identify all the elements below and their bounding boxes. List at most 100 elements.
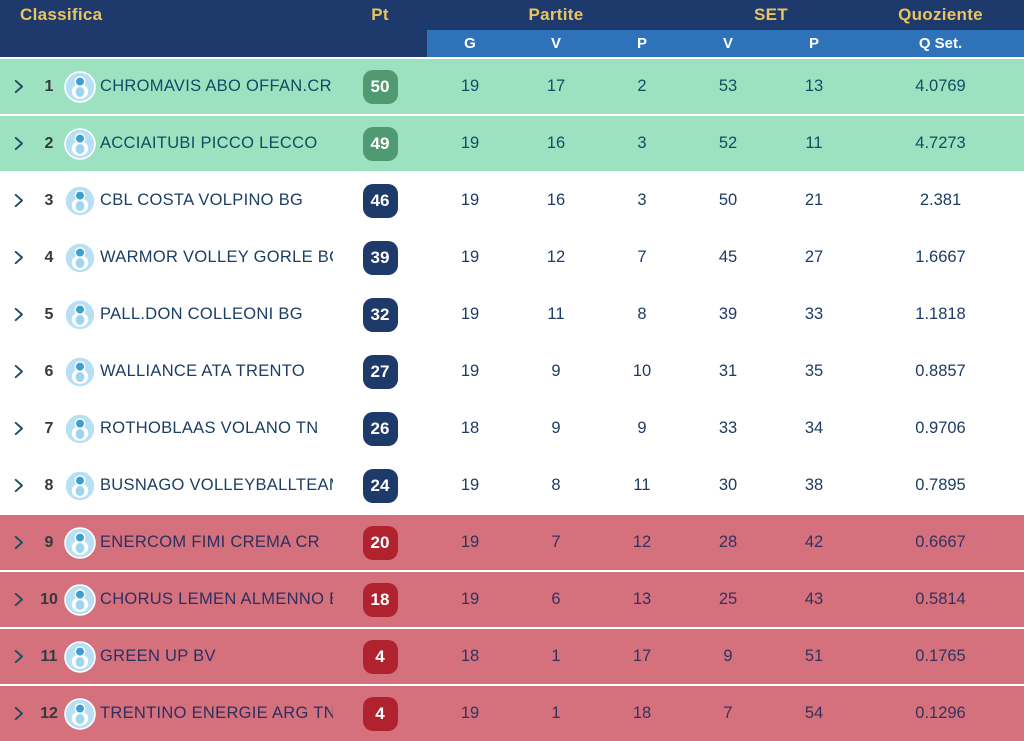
stat-sets-lost: 13: [804, 77, 824, 95]
col-header-set: SET: [754, 5, 788, 24]
stat-set-quotient: 4.0769: [915, 77, 966, 95]
table-row[interactable]: 10 CHORUS LEMEN ALMENNO BG 18 19 6 13 25…: [0, 572, 1024, 627]
stat-games-played: 19: [460, 362, 480, 380]
team-logo-icon: [62, 697, 100, 730]
stat-set-quotient: 0.6667: [915, 533, 966, 551]
rank-number: 6: [44, 362, 54, 380]
stat-sets-won: 31: [718, 362, 738, 380]
table-row[interactable]: 6 WALLIANCE ATA TRENTO 27 19 9 10 31 35 …: [0, 344, 1024, 399]
rank-number: 11: [40, 647, 58, 665]
expand-chevron-icon[interactable]: [0, 534, 36, 551]
stat-sets-lost: 11: [805, 134, 823, 152]
stat-sets-lost: 21: [804, 191, 824, 209]
rank-number: 2: [44, 134, 54, 152]
standings-rows: 1 CHROMAVIS ABO OFFAN.CR 50 19 17 2 53 1…: [0, 59, 1024, 741]
stat-matches-lost: 3: [637, 191, 647, 209]
stat-sets-lost: 38: [804, 476, 824, 494]
table-row[interactable]: 3 CBL COSTA VOLPINO BG 46 19 16 3 50 21 …: [0, 173, 1024, 228]
points-badge: 20: [362, 525, 398, 560]
table-row[interactable]: 8 BUSNAGO VOLLEYBALLTEAM 24 19 8 11 30 3…: [0, 458, 1024, 513]
stat-games-played: 19: [460, 77, 480, 95]
stat-sets-won: 45: [718, 248, 738, 266]
col-header-pt: Pt: [371, 5, 389, 24]
table-row[interactable]: 12 TRENTINO ENERGIE ARG TN 4 19 1 18 7 5…: [0, 686, 1024, 741]
table-row[interactable]: 5 PALL.DON COLLEONI BG 32 19 11 8 39 33 …: [0, 287, 1024, 342]
stat-set-quotient: 2.381: [919, 191, 962, 209]
stat-sets-lost: 27: [804, 248, 824, 266]
expand-chevron-icon[interactable]: [0, 306, 36, 323]
team-logo-icon: [62, 298, 100, 331]
table-row[interactable]: 9 ENERCOM FIMI CREMA CR 20 19 7 12 28 42…: [0, 515, 1024, 570]
expand-chevron-icon[interactable]: [0, 591, 36, 608]
stat-sets-lost: 35: [804, 362, 824, 380]
table-header-groups: Classifica Pt Partite SET Quoziente: [0, 0, 1024, 30]
stat-set-quotient: 1.1818: [915, 305, 966, 323]
team-name: TRENTINO ENERGIE ARG TN: [100, 704, 333, 722]
stat-matches-won: 17: [546, 77, 566, 95]
stat-matches-won: 16: [546, 134, 566, 152]
team-logo-icon: [62, 355, 100, 388]
stat-games-played: 19: [460, 533, 480, 551]
table-row[interactable]: 2 ACCIAITUBI PICCO LECCO 49 19 16 3 52 1…: [0, 116, 1024, 171]
rank-number: 9: [44, 533, 54, 551]
expand-chevron-icon[interactable]: [0, 705, 36, 722]
table-row[interactable]: 11 GREEN UP BV 4 18 1 17 9 51 0.1765: [0, 629, 1024, 684]
stat-sets-won: 33: [718, 419, 738, 437]
stat-games-played: 19: [460, 704, 480, 722]
col-header-q-set: Q Set.: [857, 30, 1024, 57]
stat-games-played: 18: [460, 647, 480, 665]
table-row[interactable]: 7 ROTHOBLAAS VOLANO TN 26 18 9 9 33 34 0…: [0, 401, 1024, 456]
rank-number: 10: [40, 590, 58, 608]
table-row[interactable]: 1 CHROMAVIS ABO OFFAN.CR 50 19 17 2 53 1…: [0, 59, 1024, 114]
expand-chevron-icon[interactable]: [0, 648, 36, 665]
stat-matches-won: 1: [551, 647, 561, 665]
stat-sets-won: 39: [718, 305, 738, 323]
expand-chevron-icon[interactable]: [0, 420, 36, 437]
stat-matches-lost: 2: [637, 77, 647, 95]
team-name: GREEN UP BV: [100, 647, 216, 665]
stat-sets-lost: 34: [804, 419, 824, 437]
stat-games-played: 19: [460, 305, 480, 323]
stat-matches-won: 12: [546, 248, 566, 266]
expand-chevron-icon[interactable]: [0, 192, 36, 209]
stat-sets-won: 7: [723, 704, 733, 722]
points-badge: 49: [362, 126, 398, 161]
col-header-quoziente: Quoziente: [898, 5, 983, 24]
points-badge: 50: [362, 69, 398, 104]
stat-set-quotient: 0.5814: [915, 590, 966, 608]
points-badge: 26: [362, 411, 398, 446]
team-logo-icon: [62, 241, 100, 274]
expand-chevron-icon[interactable]: [0, 249, 36, 266]
stat-sets-lost: 43: [804, 590, 824, 608]
stat-sets-lost: 54: [804, 704, 824, 722]
stat-matches-lost: 3: [637, 134, 647, 152]
points-badge: 27: [362, 354, 398, 389]
subheader-spacer: [0, 30, 427, 57]
stat-set-quotient: 0.9706: [915, 419, 966, 437]
expand-chevron-icon[interactable]: [0, 363, 36, 380]
points-badge: 24: [362, 468, 398, 503]
expand-chevron-icon[interactable]: [0, 78, 36, 95]
stat-matches-lost: 10: [632, 362, 652, 380]
expand-chevron-icon[interactable]: [0, 477, 36, 494]
team-name: ENERCOM FIMI CREMA CR: [100, 533, 320, 551]
rank-number: 1: [44, 77, 54, 95]
points-badge: 4: [362, 696, 398, 731]
col-header-v-match: V: [513, 30, 599, 57]
table-header-subcolumns: G V P V P Q Set.: [0, 30, 1024, 57]
stat-matches-lost: 13: [632, 590, 652, 608]
points-badge: 46: [362, 183, 398, 218]
points-badge: 32: [362, 297, 398, 332]
col-header-partite: Partite: [528, 5, 584, 24]
team-logo-icon: [62, 412, 100, 445]
points-badge: 18: [362, 582, 398, 617]
team-logo-icon: [62, 184, 100, 217]
stat-sets-won: 9: [723, 647, 733, 665]
team-logo-icon: [62, 640, 100, 673]
stat-sets-won: 53: [718, 77, 738, 95]
expand-chevron-icon[interactable]: [0, 135, 36, 152]
stat-games-played: 19: [460, 248, 480, 266]
table-row[interactable]: 4 WARMOR VOLLEY GORLE BG 39 19 12 7 45 2…: [0, 230, 1024, 285]
col-header-p-set: P: [771, 30, 857, 57]
stat-matches-won: 8: [551, 476, 561, 494]
